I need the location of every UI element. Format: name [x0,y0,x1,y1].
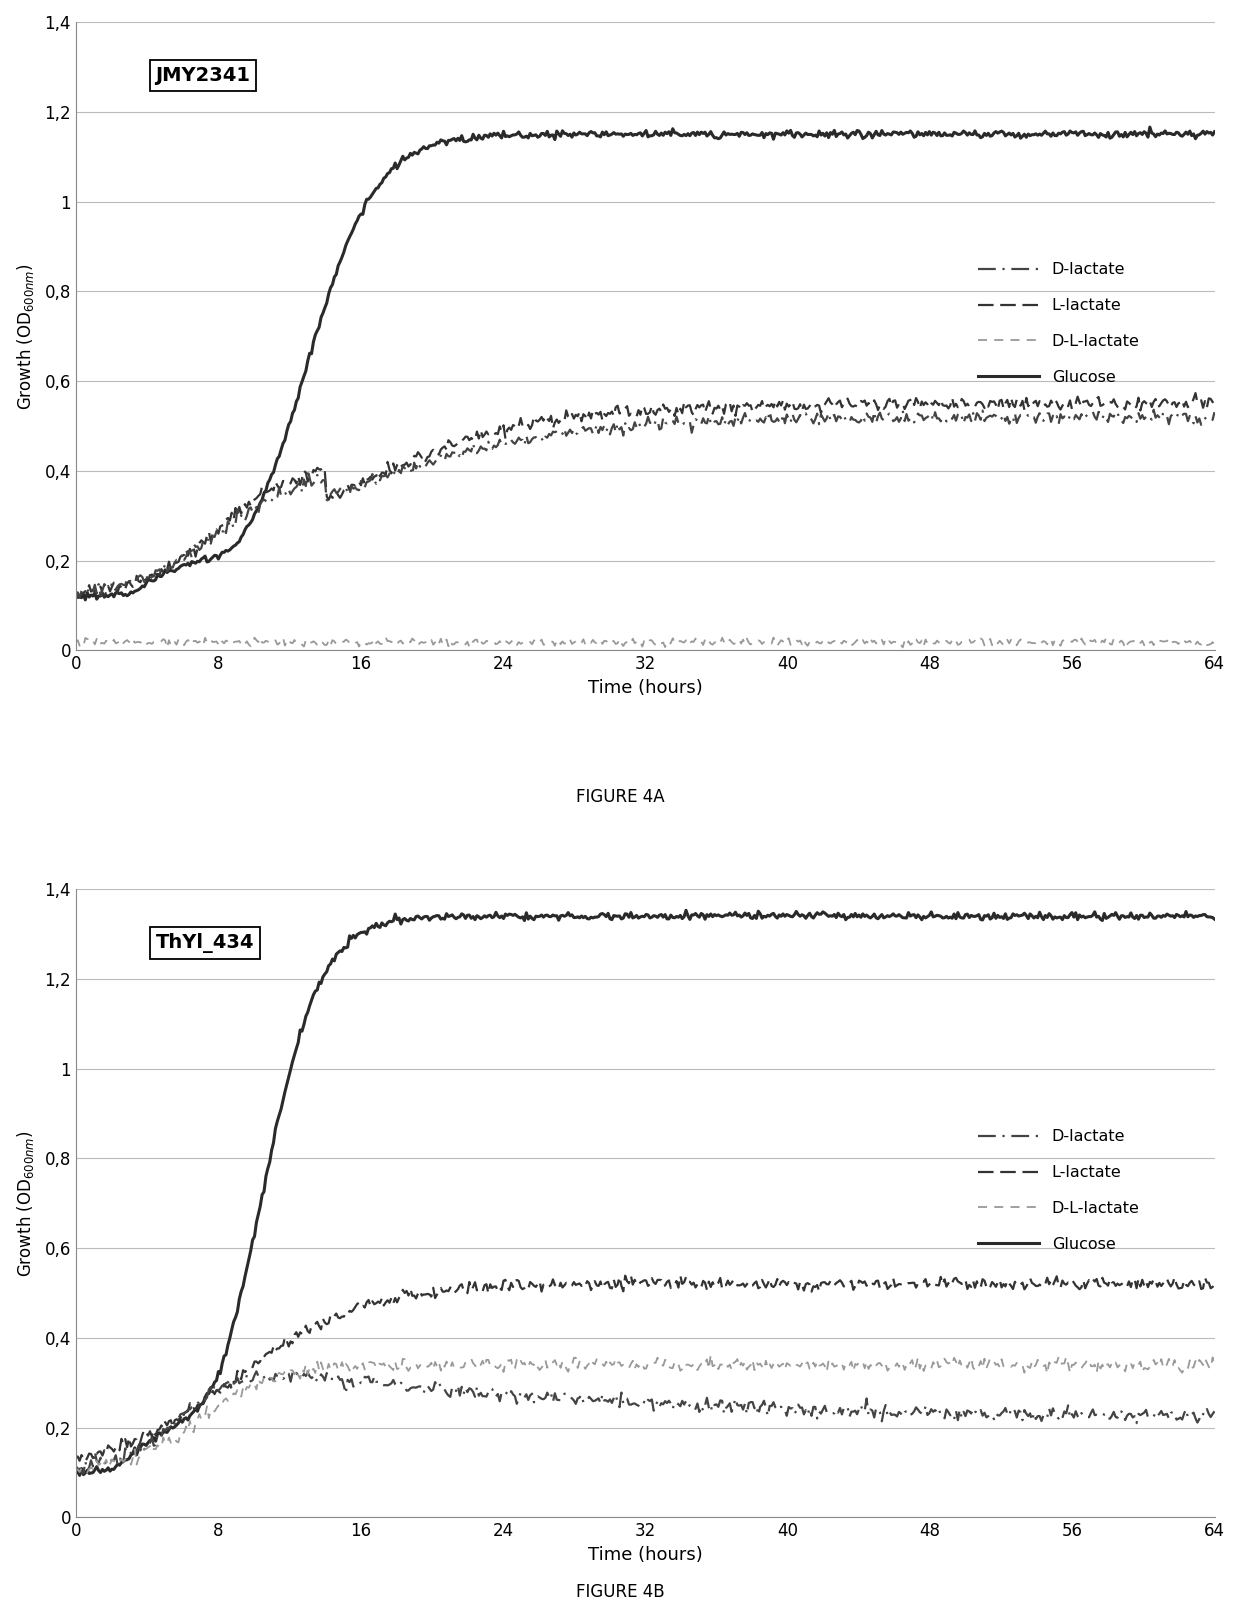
L-lactate [363,1297,378,1316]
L-lactate [68,1448,83,1468]
Line: D-lactate: D-lactate [76,409,1214,598]
Glucose [743,909,758,928]
L-lactate [832,1271,847,1290]
Glucose [72,1466,87,1485]
Line: D-lactate: D-lactate [76,1371,1214,1474]
D-L-lactate [68,633,83,652]
D-L-lactate [703,1345,718,1365]
Glucose [272,1105,286,1124]
D-lactate [742,412,756,432]
Text: ThYl_434: ThYl_434 [155,933,254,954]
Text: FIGURE 4B: FIGURE 4B [575,1582,665,1601]
Glucose [1207,122,1221,142]
D-lactate [585,424,600,443]
D-lactate [832,1398,847,1418]
D-lactate [68,588,83,607]
L-lactate [930,1276,945,1295]
L-lactate [585,1276,600,1295]
Glucose [1207,910,1221,930]
Line: L-lactate: L-lactate [76,393,1214,598]
Glucose [68,1463,83,1482]
X-axis label: Time (hours): Time (hours) [588,1547,703,1564]
D-lactate [1207,1402,1221,1421]
Glucose [928,124,942,143]
Glucose [832,905,847,925]
Glucose [831,124,846,143]
D-L-lactate [930,1350,945,1369]
D-lactate [743,1392,758,1411]
X-axis label: Time (hours): Time (hours) [588,678,703,696]
Glucose [363,918,378,938]
D-lactate [68,1456,83,1476]
L-lactate [71,588,86,607]
Glucose [742,126,756,145]
L-lactate [1188,383,1203,403]
Line: Glucose: Glucose [76,127,1214,599]
D-L-lactate [79,1463,94,1482]
Line: L-lactate: L-lactate [76,1276,1214,1461]
D-L-lactate [928,633,942,652]
D-lactate [1207,403,1221,422]
D-L-lactate [832,1353,847,1373]
L-lactate [78,1452,93,1471]
Glucose [78,590,93,609]
D-L-lactate [831,633,846,652]
L-lactate [272,1339,286,1358]
Glucose [1142,118,1157,137]
L-lactate [831,393,846,412]
D-lactate [928,403,942,422]
Line: D-L-lactate: D-L-lactate [76,1355,1214,1472]
Y-axis label: Growth (OD$_{600nm}$): Growth (OD$_{600nm}$) [15,263,36,409]
L-lactate [1207,1274,1221,1294]
Glucose [272,446,286,466]
L-lactate [272,478,286,498]
D-L-lactate [743,1355,758,1374]
D-L-lactate [1207,635,1221,654]
L-lactate [742,396,756,416]
D-lactate [831,408,846,427]
L-lactate [363,467,378,487]
D-L-lactate [272,1363,286,1382]
D-L-lactate [270,635,285,654]
D-L-lactate [361,633,376,652]
D-lactate [274,1366,289,1385]
Glucose [585,124,600,143]
L-lactate [68,585,83,604]
D-lactate [365,1373,379,1392]
D-lactate [72,588,87,607]
D-L-lactate [378,628,393,648]
Glucose [678,901,693,920]
D-L-lactate [585,630,600,649]
D-lactate [363,470,378,490]
Text: JMY2341: JMY2341 [155,66,250,85]
Glucose [363,187,378,206]
L-lactate [743,1276,758,1295]
L-lactate [624,1266,639,1286]
Legend: D-lactate, L-lactate, D-L-lactate, Glucose: D-lactate, L-lactate, D-L-lactate, Gluco… [972,256,1146,391]
Line: D-L-lactate: D-L-lactate [76,638,1214,649]
Text: FIGURE 4A: FIGURE 4A [575,788,665,807]
D-L-lactate [363,1352,378,1371]
Glucose [930,905,945,925]
L-lactate [1207,396,1221,416]
D-L-lactate [742,633,756,652]
L-lactate [585,401,600,420]
D-lactate [1146,400,1161,419]
D-L-lactate [1207,1356,1221,1376]
L-lactate [928,391,942,411]
Glucose [585,909,600,928]
D-L-lactate [68,1460,83,1479]
Legend: D-lactate, L-lactate, D-L-lactate, Glucose: D-lactate, L-lactate, D-L-lactate, Gluco… [972,1123,1146,1258]
Line: Glucose: Glucose [76,910,1214,1476]
Y-axis label: Growth (OD$_{600nm}$): Growth (OD$_{600nm}$) [15,1129,36,1276]
D-lactate [249,1361,264,1381]
D-L-lactate [585,1353,600,1373]
D-lactate [930,1402,945,1421]
D-lactate [588,1392,603,1411]
D-lactate [76,1464,91,1484]
D-lactate [272,477,286,496]
D-L-lactate [1117,640,1132,659]
Glucose [68,583,83,603]
